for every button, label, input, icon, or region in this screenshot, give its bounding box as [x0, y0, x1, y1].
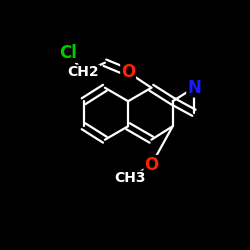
Text: O: O [121, 63, 135, 81]
Text: CH2: CH2 [68, 65, 100, 79]
Text: CH3: CH3 [114, 171, 146, 185]
Text: N: N [187, 79, 201, 97]
Text: Cl: Cl [59, 44, 77, 62]
Text: O: O [144, 156, 158, 174]
